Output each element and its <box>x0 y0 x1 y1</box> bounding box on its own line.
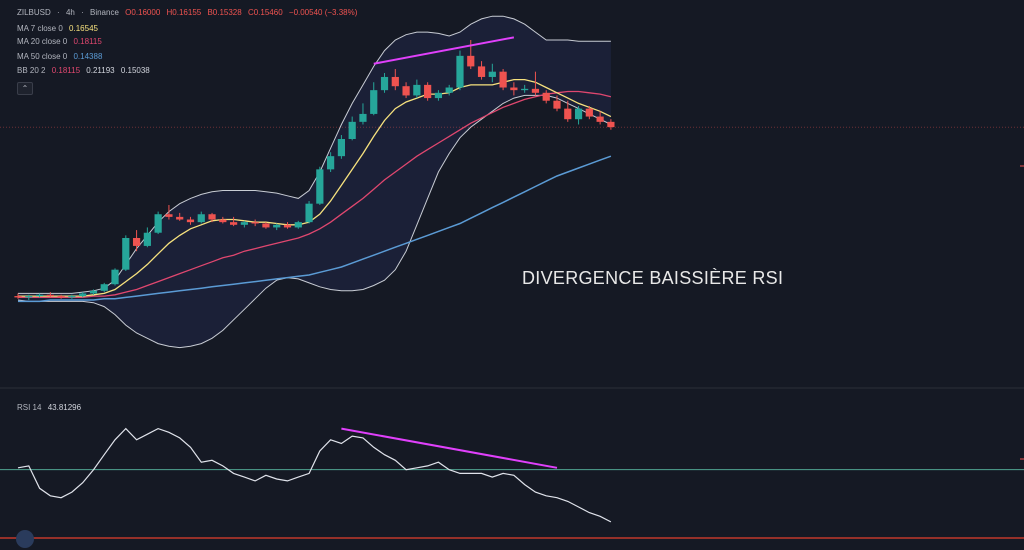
candle-body <box>132 238 141 246</box>
candle-body <box>305 203 313 223</box>
candle-body <box>467 55 475 67</box>
rsi-label: RSI 14 <box>17 403 42 412</box>
candle-body <box>596 116 604 122</box>
candle-body <box>262 223 270 228</box>
candle-body <box>477 66 486 77</box>
candle-body <box>607 121 615 128</box>
bb-legend[interactable]: BB 20 2 0.18115 0.21193 0.15038 <box>17 66 154 76</box>
ma7-legend[interactable]: MA 7 close 0 0.16545 <box>17 24 102 34</box>
ma20-value: 0.18115 <box>73 37 102 46</box>
candle-body <box>230 222 238 225</box>
candle-body <box>283 224 292 228</box>
rsi-value: 43.81296 <box>47 403 82 412</box>
candle-body <box>68 296 76 298</box>
candle-body <box>359 113 367 122</box>
candle-body <box>445 87 453 93</box>
candle-body <box>273 224 281 228</box>
ohlc-low: B0.15328 <box>207 8 242 17</box>
ma7-value: 0.16545 <box>69 24 98 33</box>
candle-body <box>402 86 410 96</box>
candle-body <box>176 216 184 220</box>
candle-body <box>197 214 205 223</box>
candle-body <box>25 296 33 298</box>
candle-body <box>434 92 443 99</box>
candle-body <box>89 290 98 294</box>
candle-body <box>380 76 389 91</box>
candle-body <box>585 108 593 117</box>
candle-body <box>521 88 529 91</box>
candle-body <box>14 296 22 298</box>
ohlc-high: H0.16155 <box>166 8 202 17</box>
ohlc-open: O0.16000 <box>125 8 161 17</box>
candle-body <box>391 76 399 87</box>
chevron-up-icon: ⌃ <box>21 84 29 93</box>
candle-body <box>337 139 345 157</box>
candle-body <box>348 121 356 139</box>
ma50-legend[interactable]: MA 50 close 0 0.14388 <box>17 52 106 62</box>
price-divergence-line <box>373 36 515 65</box>
divergence-annotation: DIVERGENCE BAISSIÈRE RSI <box>522 268 784 288</box>
candle-body <box>488 71 496 77</box>
ohlc-change: −0.00540 (−3.38%) <box>288 8 358 17</box>
candle-body <box>208 214 216 220</box>
candle-body <box>57 296 65 298</box>
candle-body <box>251 222 259 224</box>
candle-body <box>154 214 162 233</box>
tradingview-logo-icon[interactable] <box>16 530 34 548</box>
candle-body <box>499 71 507 88</box>
candle-body <box>143 232 151 246</box>
candle-body <box>574 108 583 120</box>
ma7-label: MA 7 close 0 <box>17 24 63 33</box>
candle-body <box>79 293 87 297</box>
candle-body <box>100 284 108 291</box>
ma7-line <box>18 78 612 297</box>
timeframe-label[interactable]: 4h <box>65 8 75 17</box>
collapse-legend-button[interactable]: ⌃ <box>17 82 33 95</box>
ma20-label: MA 20 close 0 <box>17 37 68 46</box>
candle-body <box>35 294 44 297</box>
candle-body <box>165 214 173 217</box>
symbol-legend: ZILBUSD · 4h · Binance O0.16000 H0.16155… <box>17 8 358 17</box>
rsi-divergence-line <box>341 427 558 469</box>
candle-body <box>542 92 550 101</box>
ma20-legend[interactable]: MA 20 close 0 0.18115 <box>17 37 106 47</box>
candle-body <box>456 55 464 88</box>
candle-body <box>240 222 248 225</box>
symbol-label[interactable]: ZILBUSD <box>17 8 51 17</box>
candle-body <box>424 84 432 99</box>
bb-upper-value: 0.21193 <box>86 66 115 75</box>
bb-label: BB 20 2 <box>17 66 46 75</box>
candle-body <box>553 100 561 109</box>
candle-body <box>370 90 378 114</box>
candle-body <box>316 169 324 204</box>
candle-body <box>122 238 130 270</box>
candle-body <box>327 156 335 170</box>
candle-body <box>186 219 195 223</box>
ma50-value: 0.14388 <box>73 52 103 61</box>
candle-body <box>564 108 572 120</box>
candle-body <box>111 269 119 285</box>
ohlc-close: C0.15460 <box>247 8 283 17</box>
rsi-legend[interactable]: RSI 14 43.81296 <box>17 403 85 413</box>
candle-body <box>294 222 302 228</box>
exchange-label: Binance <box>89 8 119 17</box>
candle-body <box>46 294 54 297</box>
candle-body <box>531 88 540 93</box>
bb-lower-value: 0.15038 <box>120 66 150 75</box>
ma50-label: MA 50 close 0 <box>17 52 68 61</box>
candle-body <box>219 219 227 223</box>
ma20-line <box>18 90 612 299</box>
bb-lower-line <box>17 94 612 349</box>
candle-body <box>413 84 421 96</box>
ma50-line <box>18 155 612 303</box>
rsi-line <box>17 427 612 523</box>
candle-body <box>510 87 518 91</box>
bb-basis-value: 0.18115 <box>51 66 81 75</box>
